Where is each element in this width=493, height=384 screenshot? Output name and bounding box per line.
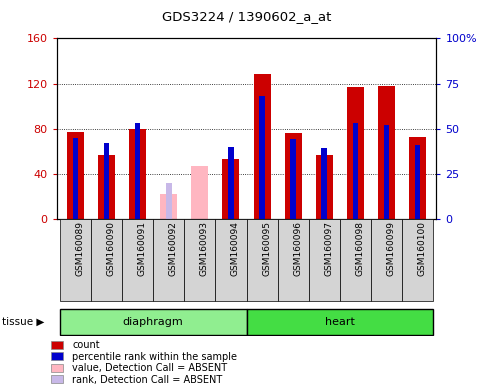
Text: GSM160094: GSM160094 <box>231 221 240 276</box>
Bar <box>246 219 278 301</box>
Bar <box>184 219 215 301</box>
Bar <box>259 96 265 219</box>
Bar <box>409 137 426 219</box>
Text: GSM160100: GSM160100 <box>418 221 426 276</box>
Bar <box>72 138 78 219</box>
Bar <box>246 309 433 334</box>
Bar <box>278 219 309 301</box>
Bar <box>166 183 172 219</box>
Bar <box>51 375 63 383</box>
Bar <box>153 219 184 301</box>
Text: GSM160090: GSM160090 <box>106 221 115 276</box>
Bar <box>60 219 91 301</box>
Bar <box>51 352 63 360</box>
Bar <box>104 143 109 219</box>
Bar <box>378 86 395 219</box>
Bar <box>340 219 371 301</box>
Text: GSM160092: GSM160092 <box>169 221 177 276</box>
Bar <box>347 87 364 219</box>
Text: GSM160091: GSM160091 <box>138 221 146 276</box>
Text: GSM160097: GSM160097 <box>324 221 333 276</box>
Bar <box>384 125 389 219</box>
Bar <box>371 219 402 301</box>
Text: GSM160095: GSM160095 <box>262 221 271 276</box>
Bar <box>122 219 153 301</box>
Bar <box>160 194 177 219</box>
Text: GSM160098: GSM160098 <box>355 221 364 276</box>
Bar <box>67 132 84 219</box>
Text: GSM160089: GSM160089 <box>75 221 84 276</box>
Text: rank, Detection Call = ABSENT: rank, Detection Call = ABSENT <box>72 374 222 384</box>
Bar <box>91 219 122 301</box>
Bar <box>60 309 246 334</box>
Bar <box>316 155 333 219</box>
Text: diaphragm: diaphragm <box>123 316 183 327</box>
Bar <box>321 149 327 219</box>
Bar <box>135 123 141 219</box>
Bar <box>352 123 358 219</box>
Bar <box>402 219 433 301</box>
Text: GSM160099: GSM160099 <box>387 221 395 276</box>
Text: GSM160096: GSM160096 <box>293 221 302 276</box>
Bar <box>228 147 234 219</box>
Text: GSM160093: GSM160093 <box>200 221 209 276</box>
Bar <box>98 155 115 219</box>
Bar <box>284 133 302 219</box>
Bar <box>215 219 246 301</box>
Text: percentile rank within the sample: percentile rank within the sample <box>72 352 237 362</box>
Bar <box>253 74 271 219</box>
Text: value, Detection Call = ABSENT: value, Detection Call = ABSENT <box>72 363 227 373</box>
Bar <box>222 159 240 219</box>
Bar <box>415 145 421 219</box>
Bar <box>191 166 209 219</box>
Text: GDS3224 / 1390602_a_at: GDS3224 / 1390602_a_at <box>162 10 331 23</box>
Bar <box>290 139 296 219</box>
Bar <box>51 364 63 372</box>
Text: count: count <box>72 340 100 350</box>
Bar <box>51 341 63 349</box>
Text: heart: heart <box>325 316 355 327</box>
Bar <box>129 129 146 219</box>
Bar <box>309 219 340 301</box>
Text: tissue ▶: tissue ▶ <box>2 316 45 327</box>
